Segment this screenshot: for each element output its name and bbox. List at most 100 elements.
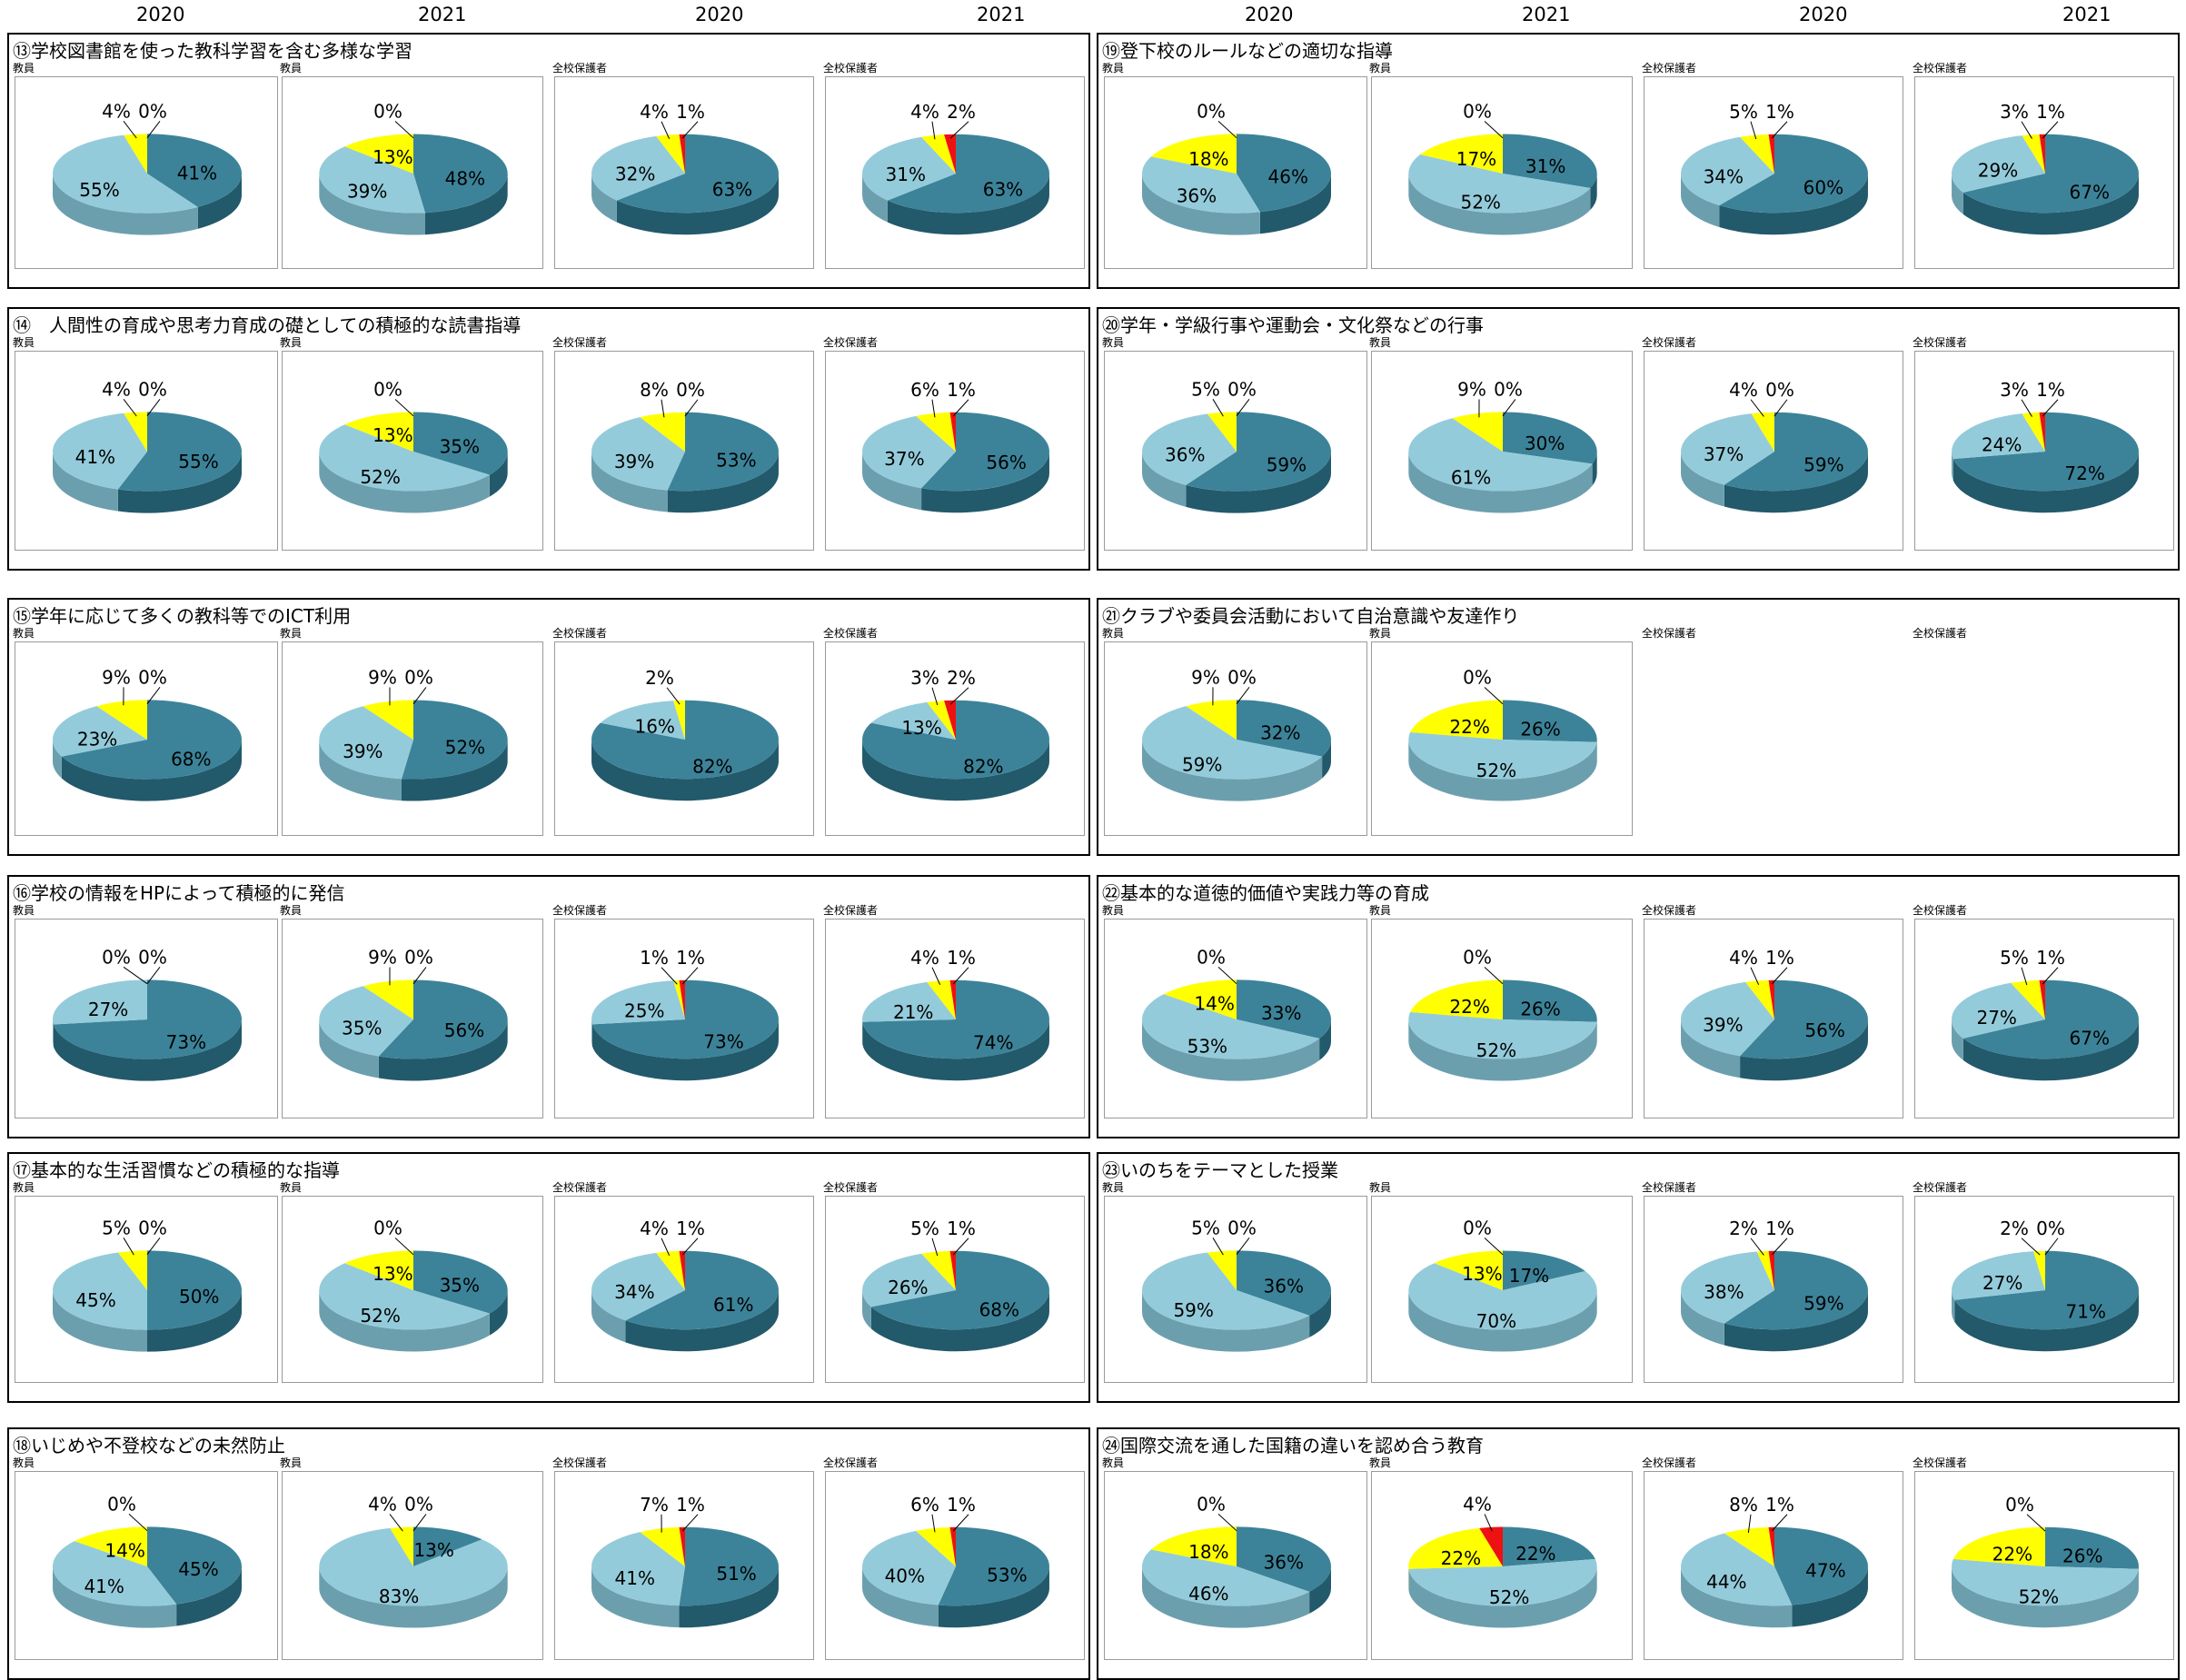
pie-chart-panel: 51% 41% 7% 1%	[554, 1471, 814, 1660]
pie-chart-panel: 53% 40% 6% 1%	[825, 1471, 1085, 1660]
pie-slice-side	[591, 1019, 779, 1081]
pie-chart: 60% 34% 5% 1%	[1681, 101, 1868, 235]
respondent-label: 全校保護者	[552, 904, 608, 917]
pie-slice-side	[862, 452, 922, 511]
respondent-label: 全校保護者	[1642, 627, 1697, 640]
chart-group: ⑱いじめや不登校などの未然防止 教員 45% 41% 14% 0% 教員 13% 83% 4% 0%…	[7, 1427, 1090, 1680]
pie-slice	[413, 412, 508, 475]
slice-label: 48%	[445, 167, 485, 189]
leader-line	[146, 121, 161, 138]
pie-slice-side	[591, 1566, 680, 1628]
pie-slice	[1408, 1558, 1597, 1606]
chart-title: ⑱いじめや不登校などの未然防止	[13, 1435, 285, 1456]
pie-slice	[413, 134, 508, 214]
pie-slice	[656, 1250, 685, 1290]
pie-slice-side	[1724, 1290, 1868, 1352]
pie-slice	[344, 1250, 413, 1290]
pie-slice	[870, 701, 956, 740]
pie-chart: 31% 52% 17% 0%	[1408, 100, 1597, 235]
respondent-label: 全校保護者	[552, 62, 608, 75]
respondent-label: 教員	[1369, 627, 1392, 640]
chart-group: ㉑クラブや委員会活動において自治意識や友達作り 教員 32% 59% 9% 0% 教員 26%…	[1097, 598, 2180, 856]
slice-label: 41%	[615, 1567, 655, 1589]
pie-slice	[53, 134, 198, 214]
respondent-label: 全校保護者	[552, 1181, 608, 1194]
pie-slice	[319, 1263, 490, 1330]
pie-slice	[656, 134, 685, 174]
pie-slice-side	[862, 174, 888, 223]
pie-slice-side	[1962, 174, 2139, 235]
slice-label: 7%	[640, 1494, 669, 1516]
slice-label: 53%	[1187, 1035, 1227, 1057]
respondent-label: 教員	[280, 336, 303, 349]
pie-slice-side	[679, 1566, 779, 1628]
slice-label: 0%	[404, 946, 433, 968]
pie-slice	[600, 701, 685, 740]
leader-line	[1217, 120, 1237, 139]
slice-label: 27%	[1976, 1007, 2016, 1029]
pie-chart: 48% 39% 13% 0%	[319, 100, 508, 235]
slice-label: 9%	[1457, 378, 1486, 400]
respondent-label: 教員	[1102, 336, 1125, 349]
leader-line	[952, 399, 969, 417]
respondent-label: 教員	[1102, 627, 1125, 640]
pie-slice-side	[176, 1566, 242, 1626]
pie-slice-side	[1590, 174, 1597, 211]
respondent-label: 教員	[1369, 62, 1392, 75]
leader-line	[661, 399, 665, 418]
respondent-label: 教員	[13, 904, 35, 917]
slice-label: 52%	[360, 1305, 400, 1327]
pie-slice	[1434, 1250, 1503, 1290]
leader-line	[1750, 1238, 1764, 1256]
leader-line	[394, 121, 414, 139]
pie-chart-panel: 59% 38% 2% 1%	[1644, 1196, 1903, 1383]
pie-slice-side	[1724, 452, 1868, 513]
pie-slice	[1719, 134, 1868, 214]
pie-slice-side	[1740, 1019, 1868, 1081]
pie-chart-panel: 71% 27% 2% 0%	[1914, 1196, 2174, 1383]
pie-chart: 63% 32% 4% 1%	[591, 101, 779, 235]
pie-slice	[1503, 134, 1597, 189]
slice-label: 36%	[1264, 1551, 1304, 1573]
slice-label: 4%	[640, 1218, 669, 1239]
pie-slice	[1142, 156, 1260, 214]
leader-line	[931, 1238, 939, 1257]
slice-label: 16%	[634, 715, 674, 737]
pie-slice	[1952, 982, 2045, 1039]
pie-slice	[949, 412, 956, 452]
pie-slice-side	[402, 740, 508, 801]
pie-slice-side	[1954, 1290, 2139, 1352]
leader-line	[931, 687, 939, 706]
slice-label: 35%	[440, 1275, 480, 1297]
respondent-label: 全校保護者	[1913, 62, 1968, 75]
chart-title: ㉓いのちをテーマとした授業	[1102, 1159, 1338, 1181]
pie-chart-panel: 68% 23% 9% 0%	[15, 641, 278, 836]
chart-title: ㉔国際交流を通した国籍の違いを認め合う教育	[1102, 1435, 1484, 1456]
pie-slice	[2039, 134, 2045, 174]
respondent-label: 教員	[13, 1456, 35, 1469]
pie-slice-side	[591, 740, 779, 801]
pie-slice	[625, 1250, 779, 1330]
year-header: 2021	[977, 4, 1026, 25]
chart-group: ㉔国際交流を通した国籍の違いを認め合う教育 教員 36% 46% 18% 0% 教員 22% 5…	[1097, 1427, 2180, 1680]
pie-chart-panel: 48% 39% 13% 0%	[282, 76, 543, 269]
pie-slice	[1724, 1526, 1774, 1566]
slice-label: 60%	[1803, 176, 1843, 198]
pie-slice	[53, 413, 147, 490]
leader-line	[389, 1514, 403, 1532]
slice-label: 27%	[88, 999, 128, 1020]
pie-chart-panel: 56% 35% 9% 0%	[282, 919, 543, 1118]
pie-chart-panel: 73% 25% 1% 1%	[554, 919, 814, 1118]
pie-slice	[591, 700, 779, 780]
pie-slice-side	[61, 740, 243, 801]
pie-slice	[1163, 979, 1237, 1019]
year-header: 2021	[2062, 4, 2111, 25]
pie-slice	[887, 134, 1049, 214]
pie-chart-panel: 63% 32% 4% 1%	[554, 76, 814, 269]
pie-slice	[591, 980, 685, 1025]
pie-slice-side	[319, 174, 425, 235]
respondent-label: 全校保護者	[823, 336, 879, 349]
pie-slice	[53, 979, 242, 1059]
chart-title: ⑮学年に応じて多くの教科等でのICT利用	[13, 605, 352, 627]
pie-slice-side	[1408, 740, 1597, 801]
